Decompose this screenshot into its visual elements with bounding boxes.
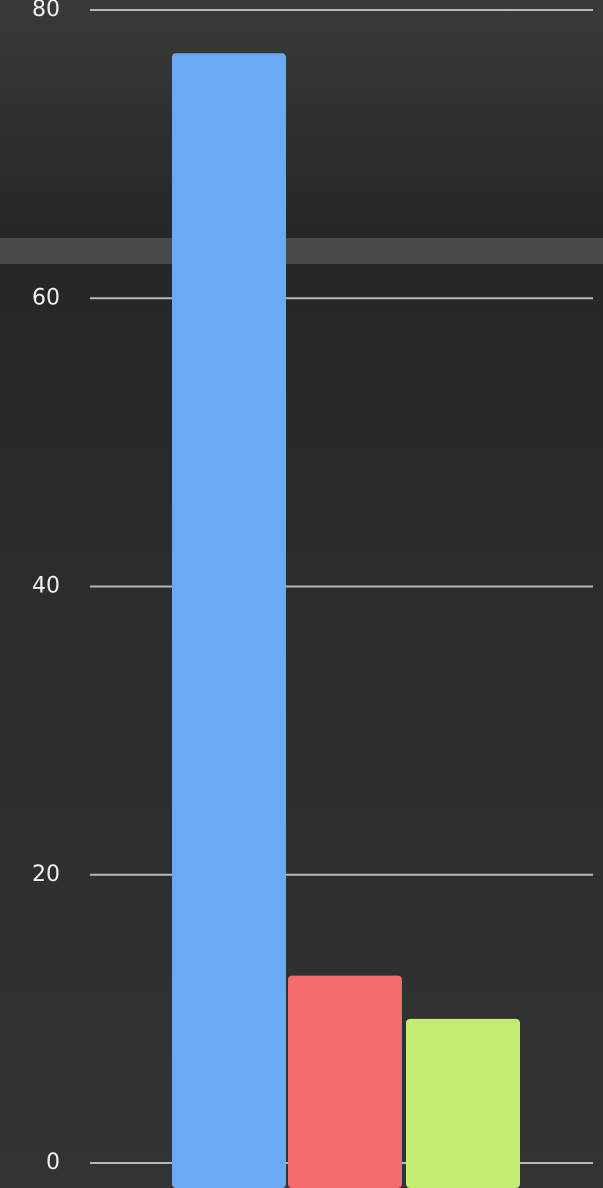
y-tick-label: 80 [32, 0, 60, 22]
bar [172, 53, 286, 1188]
background-stripe [0, 238, 603, 264]
bar [288, 975, 402, 1188]
y-tick-label: 0 [46, 1150, 60, 1175]
y-tick-label: 40 [32, 574, 60, 599]
bar [406, 1018, 520, 1188]
y-tick-label: 60 [32, 285, 60, 310]
y-tick-label: 20 [32, 862, 60, 887]
